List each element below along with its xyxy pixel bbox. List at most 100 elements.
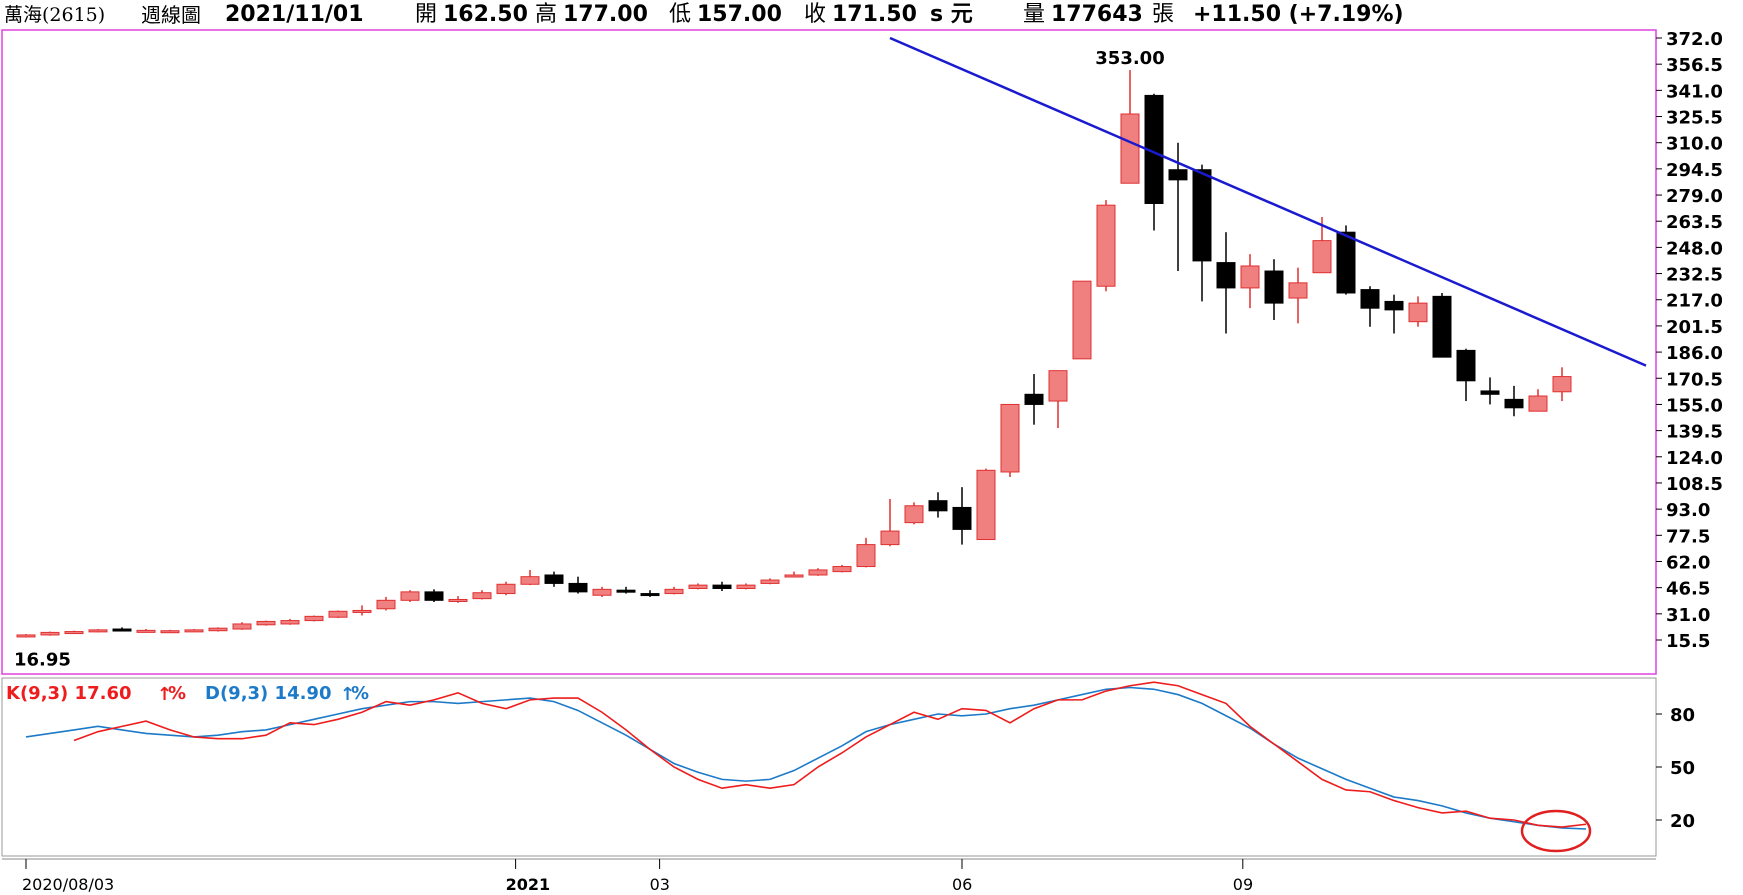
candle — [712, 581, 732, 592]
close-value: 171.50 — [832, 2, 917, 27]
price-tick-label: 62.0 — [1666, 552, 1710, 573]
candle — [880, 498, 900, 547]
d-pct: % — [351, 683, 369, 704]
candle-body — [664, 588, 684, 595]
chart-header: 萬海(2615) 週線圖 2021/11/01 開 162.50 高 177.0… — [0, 0, 1743, 28]
candle-body — [1192, 169, 1212, 262]
candle-body — [1072, 280, 1092, 360]
candle-body — [592, 588, 612, 596]
candle — [1480, 377, 1500, 405]
candle-body — [1504, 398, 1524, 409]
volume-unit: 張 — [1152, 2, 1175, 27]
volume-label: 量 — [1023, 2, 1046, 27]
candle-body — [880, 530, 900, 546]
candle — [304, 615, 324, 622]
x-tick-label: 09 — [1233, 875, 1253, 894]
candle — [1528, 389, 1548, 412]
candle-body — [904, 505, 924, 524]
price-tick-label: 186.0 — [1666, 343, 1723, 364]
candle-body — [88, 629, 108, 633]
open-label: 開 — [415, 2, 438, 27]
price-tick-label: 170.5 — [1666, 369, 1723, 390]
candle — [256, 620, 276, 626]
k-legend: K(9,3) 17.60 — [6, 683, 132, 704]
price-tick-label: 372.0 — [1666, 29, 1723, 50]
k-pct: % — [168, 683, 186, 704]
candle-body — [1024, 393, 1044, 405]
candle-body — [832, 566, 852, 573]
candle-body — [1216, 262, 1236, 289]
price-tick-label: 356.5 — [1666, 55, 1723, 76]
candle — [808, 568, 828, 576]
candle — [160, 629, 180, 634]
candle — [520, 569, 540, 586]
candle — [1432, 292, 1452, 358]
candle — [328, 610, 348, 619]
candle — [1456, 348, 1476, 402]
candle — [688, 583, 708, 590]
candle — [976, 468, 996, 541]
header-date: 2021/11/01 — [225, 2, 364, 27]
candle — [640, 590, 660, 597]
price-tick-label: 217.0 — [1666, 291, 1723, 312]
candle — [1240, 254, 1260, 309]
candle-body — [1456, 349, 1476, 382]
candle-body — [1000, 403, 1020, 473]
price-tick-label: 46.5 — [1666, 579, 1710, 600]
kd-y-axis: 80 50 20 — [1656, 705, 1695, 832]
candle — [232, 622, 252, 630]
price-tick-label: 341.0 — [1666, 81, 1723, 102]
candle — [64, 630, 84, 635]
candle — [544, 571, 564, 587]
candle — [376, 596, 396, 611]
price-tick-label: 15.5 — [1666, 631, 1710, 652]
high-value: 177.00 — [563, 2, 648, 27]
candle-body — [1048, 370, 1068, 402]
trendline — [889, 36, 1647, 367]
min-price-label: 16.95 — [14, 650, 71, 671]
price-tick-label: 124.0 — [1666, 448, 1723, 469]
candle — [1144, 93, 1164, 231]
candlesticks — [16, 70, 1572, 638]
candle — [448, 596, 468, 603]
candle-body — [400, 591, 420, 601]
candle-body — [232, 623, 252, 630]
candle — [760, 578, 780, 585]
candle — [1552, 367, 1572, 402]
candle-body — [952, 506, 972, 530]
candle-body — [544, 574, 564, 584]
candle-body — [1288, 282, 1308, 299]
candle — [1024, 374, 1044, 425]
candle — [904, 502, 924, 525]
price-tick-label: 139.5 — [1666, 422, 1723, 443]
candle-body — [424, 591, 444, 601]
candle — [1336, 225, 1356, 295]
candle — [952, 487, 972, 545]
candle — [184, 629, 204, 633]
candle — [280, 618, 300, 625]
price-y-axis: 372.0 356.5 341.0 325.5 310.0 294.5 279.0 263.5… — [1656, 29, 1723, 652]
k-line — [73, 681, 1587, 828]
candle-body — [1528, 395, 1548, 412]
price-tick-label: 77.5 — [1666, 526, 1710, 547]
candle-body — [976, 469, 996, 541]
candle-body — [1168, 169, 1188, 181]
candle — [208, 627, 228, 632]
candle-body — [256, 620, 276, 626]
candle-body — [712, 584, 732, 589]
close-label: 收 — [804, 2, 827, 27]
price-tick-label: 248.0 — [1666, 238, 1723, 259]
candle-body — [160, 630, 180, 634]
volume-value: 177643 — [1051, 2, 1143, 27]
candle-body — [376, 599, 396, 610]
price-tick-label: 294.5 — [1666, 160, 1723, 181]
candle-body — [472, 592, 492, 600]
price-tick-label: 31.0 — [1666, 605, 1710, 626]
candle-body — [1336, 231, 1356, 294]
candle — [1360, 286, 1380, 327]
candle — [1096, 200, 1116, 292]
kd-panel-frame — [1, 677, 1657, 857]
candle — [856, 537, 876, 568]
candle-body — [136, 629, 156, 633]
candle — [1384, 294, 1404, 334]
